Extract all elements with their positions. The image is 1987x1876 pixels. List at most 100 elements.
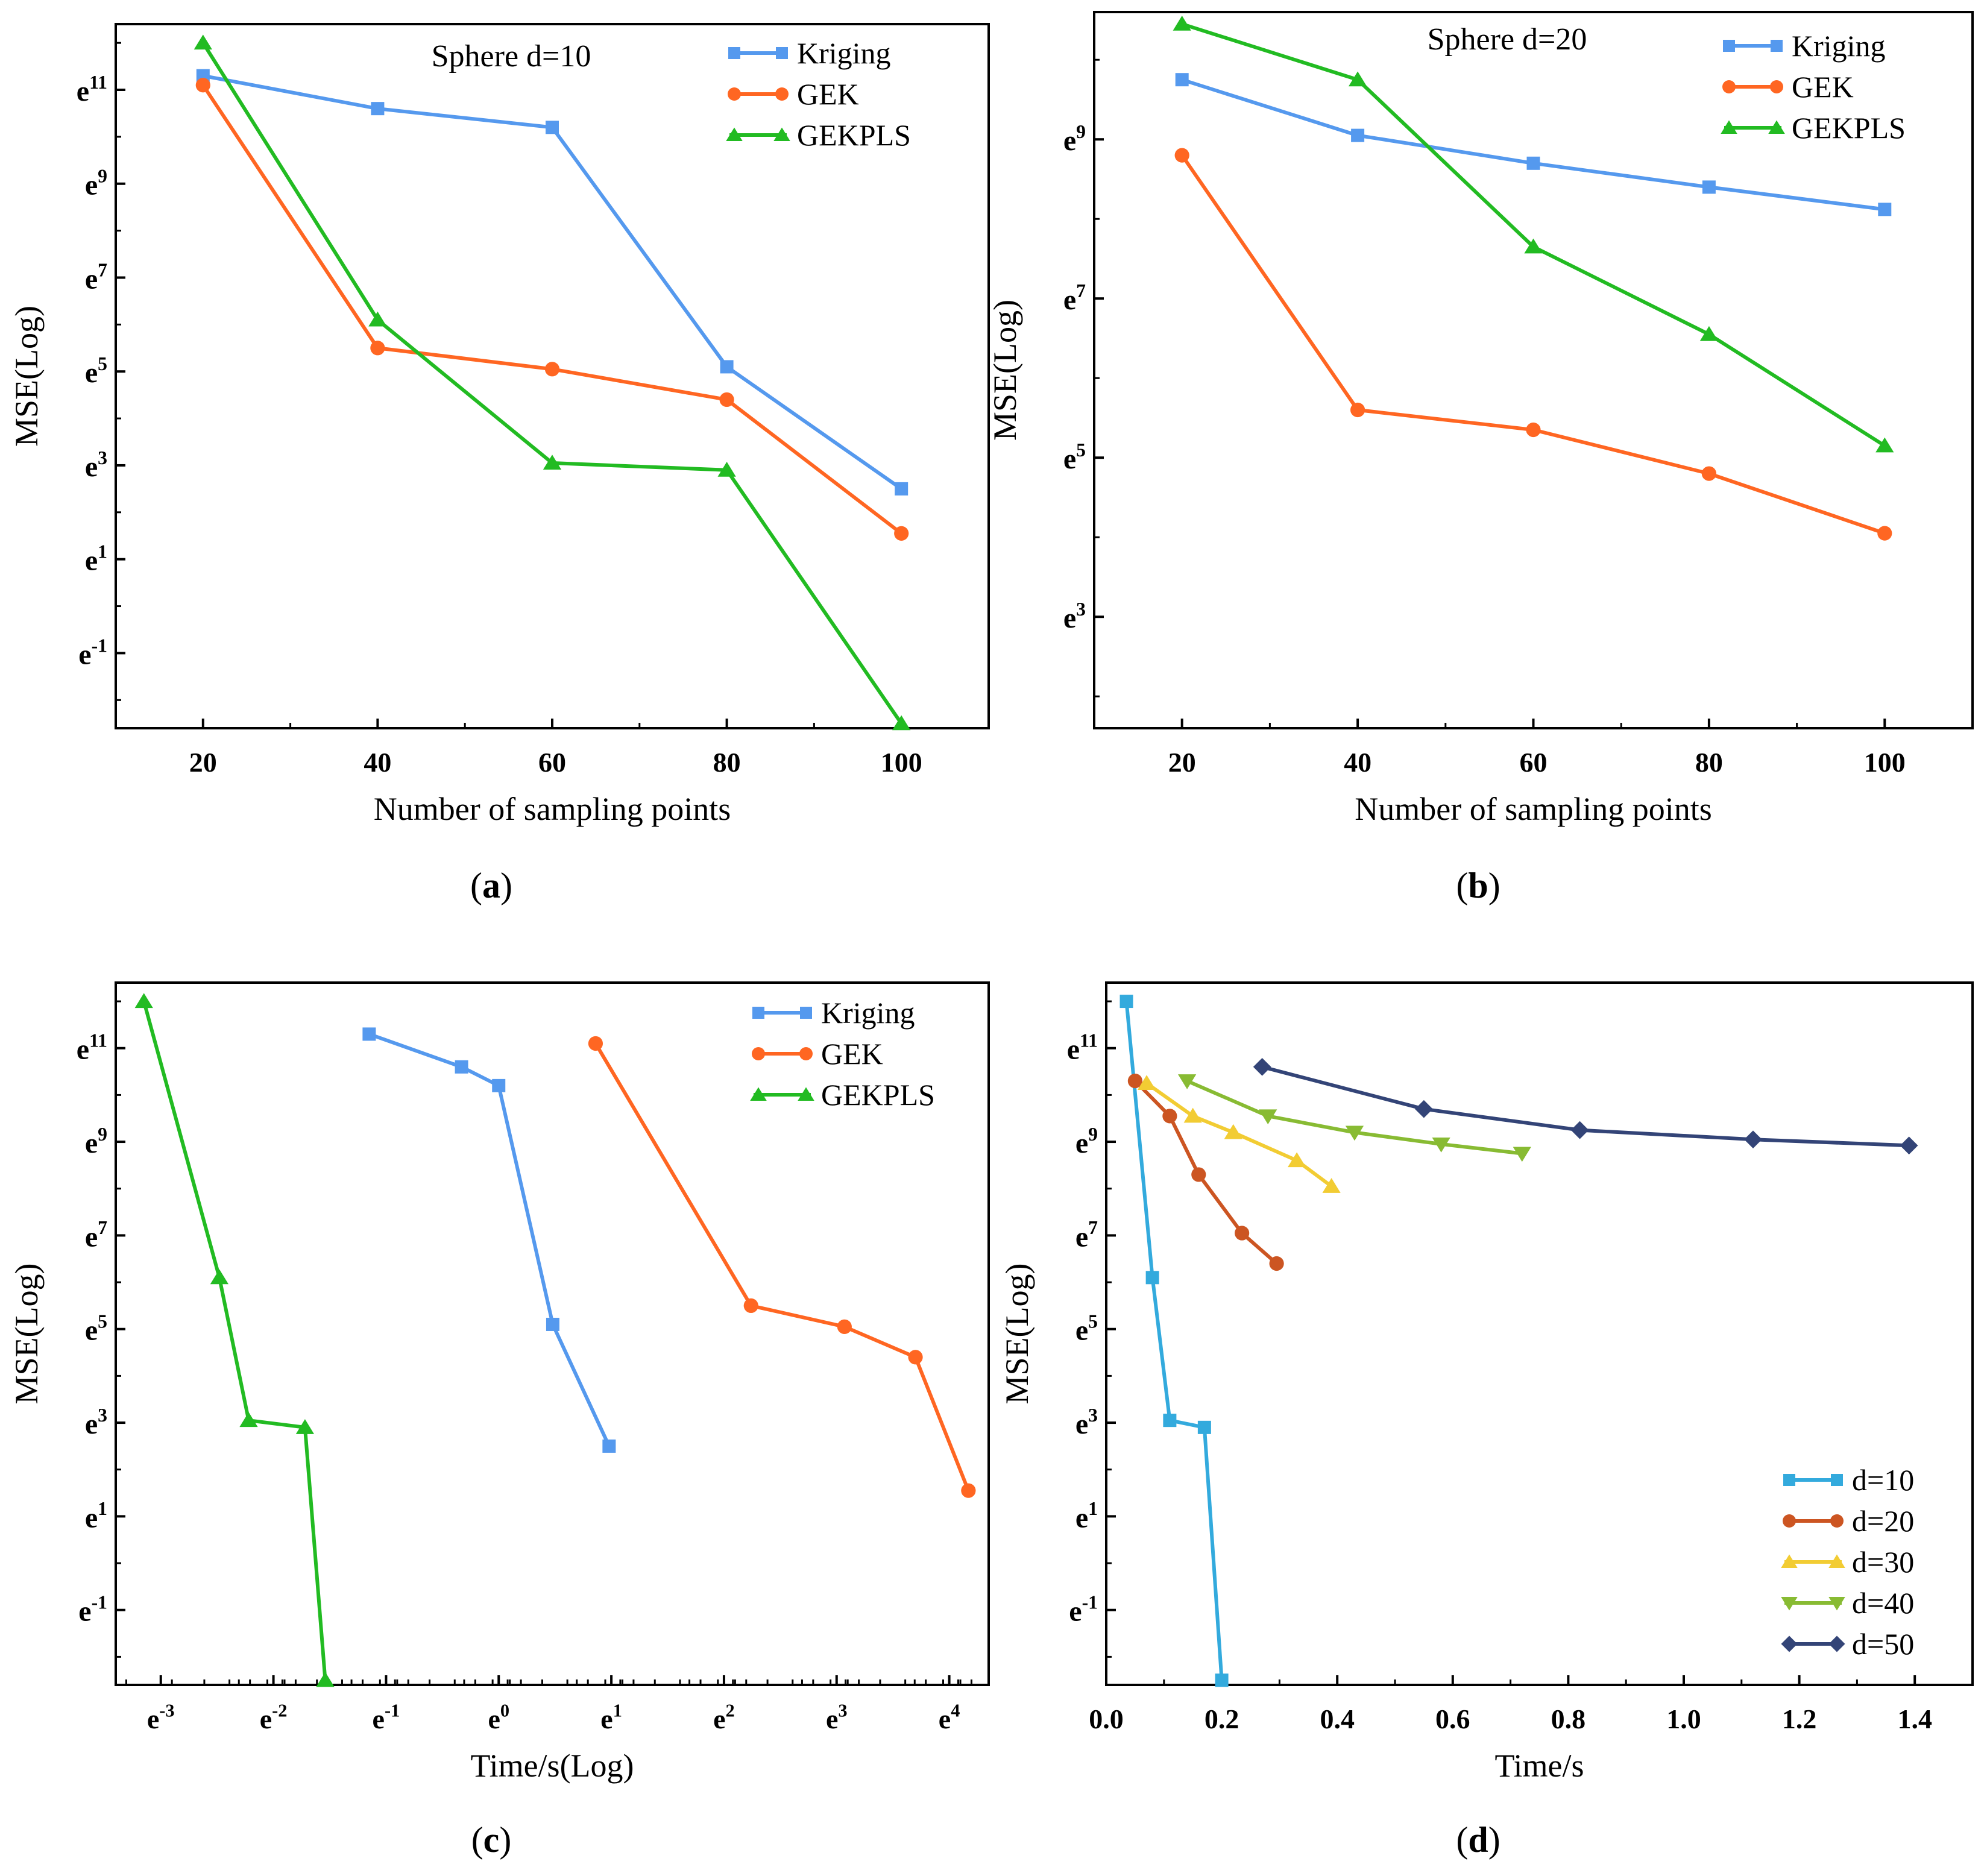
panel-d: e-1 e1 e3 e5 e7 e9 e11 0.0 0.2 0.4 0.6 0.8 1.0 1.2 1.4… bbox=[999, 981, 1974, 1784]
y-tick-label: e11 bbox=[1067, 1030, 1098, 1066]
legend-marker bbox=[1828, 1554, 1845, 1568]
data-point-d=40 bbox=[1345, 1125, 1364, 1141]
x-tick-label: 0.4 bbox=[1320, 1704, 1355, 1734]
data-point-GEK bbox=[1526, 422, 1541, 438]
y-tick-label: e11 bbox=[77, 1030, 107, 1066]
data-point-d=20 bbox=[1235, 1226, 1250, 1241]
annotation: Sphere d=10 bbox=[432, 39, 591, 74]
y-tick-label: e-1 bbox=[78, 1592, 107, 1628]
data-point-GEK bbox=[894, 526, 909, 541]
data-point-d=10 bbox=[1163, 1414, 1177, 1427]
data-point-GEKPLS bbox=[316, 1672, 335, 1687]
x-tick-label: e3 bbox=[826, 1701, 848, 1734]
legend-label: Kriging bbox=[1792, 29, 1886, 63]
x-tick-label: 0.2 bbox=[1204, 1704, 1239, 1734]
data-point-GEKPLS bbox=[1524, 238, 1543, 254]
legend-marker bbox=[1781, 1635, 1798, 1652]
data-point-d=40 bbox=[1513, 1147, 1531, 1162]
y-tick-label: e7 bbox=[1063, 280, 1086, 316]
x-tick-label: 60 bbox=[538, 747, 566, 778]
data-point-GEK bbox=[544, 362, 560, 377]
data-point-Kriging bbox=[546, 1317, 559, 1331]
data-point-GEKPLS bbox=[295, 1419, 315, 1434]
legend-label: Kriging bbox=[821, 996, 915, 1030]
legend-marker bbox=[1783, 1514, 1796, 1528]
data-point-d=10 bbox=[1215, 1673, 1229, 1687]
panel-c: e-1 e1 e3 e5 e7 e9 e11 e-3 e-2 e-1 e0 e1 e2 e3 e4 Time/… bbox=[8, 981, 990, 1784]
data-point-d=10 bbox=[1145, 1271, 1159, 1285]
annotation: Sphere d=20 bbox=[1428, 22, 1587, 57]
y-tick-label: e1 bbox=[85, 541, 107, 577]
x-tick-label: 1.4 bbox=[1897, 1704, 1932, 1734]
legend-marker bbox=[752, 1047, 765, 1060]
y-axis-title: MSE(Log) bbox=[8, 1264, 45, 1405]
x-axis-title: Number of sampling points bbox=[1355, 791, 1711, 827]
legend-marker bbox=[1770, 80, 1783, 93]
legend-marker bbox=[775, 87, 789, 101]
y-tick-label: e3 bbox=[85, 1405, 107, 1440]
data-point-GEKPLS bbox=[1173, 16, 1191, 31]
series-line-Kriging bbox=[368, 1032, 611, 1447]
data-point-GEK bbox=[1701, 466, 1716, 481]
legend-marker bbox=[1828, 1635, 1845, 1652]
y-tick-label: e5 bbox=[1075, 1311, 1098, 1347]
legend-label: GEK bbox=[797, 77, 859, 111]
y-tick-label: e7 bbox=[85, 259, 107, 295]
x-tick-label: 0.6 bbox=[1435, 1704, 1470, 1734]
legend-marker bbox=[1723, 40, 1735, 52]
data-point-GEKPLS bbox=[892, 715, 911, 731]
data-point-GEK bbox=[588, 1036, 603, 1051]
x-tick-label: 80 bbox=[1695, 747, 1723, 778]
legend-label: GEKPLS bbox=[797, 118, 911, 152]
data-point-d=40 bbox=[1432, 1137, 1450, 1153]
y-tick-label: e7 bbox=[85, 1217, 107, 1253]
data-point-GEKPLS bbox=[1699, 326, 1719, 341]
y-tick-label: e3 bbox=[85, 447, 107, 483]
y-tick-label: e9 bbox=[1075, 1124, 1098, 1159]
caption-d: (d) bbox=[1456, 1820, 1500, 1860]
data-point-d=10 bbox=[1119, 995, 1133, 1009]
x-tick-label: 100 bbox=[1864, 747, 1906, 778]
legend-marker bbox=[728, 47, 740, 59]
data-point-d=30 bbox=[1322, 1178, 1341, 1193]
x-tick-label: 1.0 bbox=[1666, 1704, 1701, 1734]
series-line-GEKPLS bbox=[142, 1001, 327, 1681]
data-point-GEK bbox=[195, 78, 210, 93]
legend-label: d=10 bbox=[1852, 1463, 1914, 1497]
data-point-GEKPLS bbox=[134, 993, 153, 1009]
data-point-d=30 bbox=[1183, 1107, 1202, 1123]
data-point-d=20 bbox=[1269, 1256, 1284, 1271]
legend-marker bbox=[1771, 40, 1783, 52]
data-point-Kriging bbox=[1878, 203, 1892, 216]
caption-a: (a) bbox=[470, 866, 512, 905]
y-tick-label: e9 bbox=[85, 166, 107, 201]
x-tick-label: e-1 bbox=[373, 1701, 400, 1734]
plot-frame bbox=[115, 981, 990, 1686]
data-point-GEKPLS bbox=[239, 1412, 258, 1427]
x-axis-title: Number of sampling points bbox=[374, 791, 731, 827]
y-tick-label: e-1 bbox=[78, 635, 107, 670]
panel-a: e-1 e1 e3 e5 e7 e9 e11 20 40 60 80 100 Number of sam… bbox=[8, 23, 990, 827]
data-point-GEK bbox=[961, 1483, 976, 1498]
data-point-GEKPLS bbox=[717, 461, 736, 477]
data-point-GEK bbox=[370, 341, 385, 356]
data-point-Kriging bbox=[1351, 128, 1365, 142]
data-point-GEK bbox=[1350, 402, 1365, 418]
data-point-GEKPLS bbox=[1348, 71, 1367, 87]
data-point-GEKPLS bbox=[543, 455, 562, 470]
x-tick-label: 100 bbox=[881, 747, 922, 778]
data-point-d=30 bbox=[1288, 1152, 1306, 1168]
caption-b: (b) bbox=[1456, 866, 1500, 905]
data-point-Kriging bbox=[1175, 73, 1189, 87]
legend-label: GEKPLS bbox=[1792, 111, 1906, 145]
data-point-GEK bbox=[837, 1319, 852, 1334]
legend-marker bbox=[773, 127, 790, 141]
y-tick-label: e5 bbox=[85, 353, 107, 389]
y-tick-label: e3 bbox=[1075, 1405, 1098, 1440]
legend-marker bbox=[1831, 1474, 1843, 1486]
y-axis-title: MSE(Log) bbox=[999, 1264, 1035, 1405]
legend-marker bbox=[1781, 1554, 1798, 1568]
legend-marker bbox=[1768, 120, 1785, 134]
data-point-GEK bbox=[908, 1350, 923, 1365]
